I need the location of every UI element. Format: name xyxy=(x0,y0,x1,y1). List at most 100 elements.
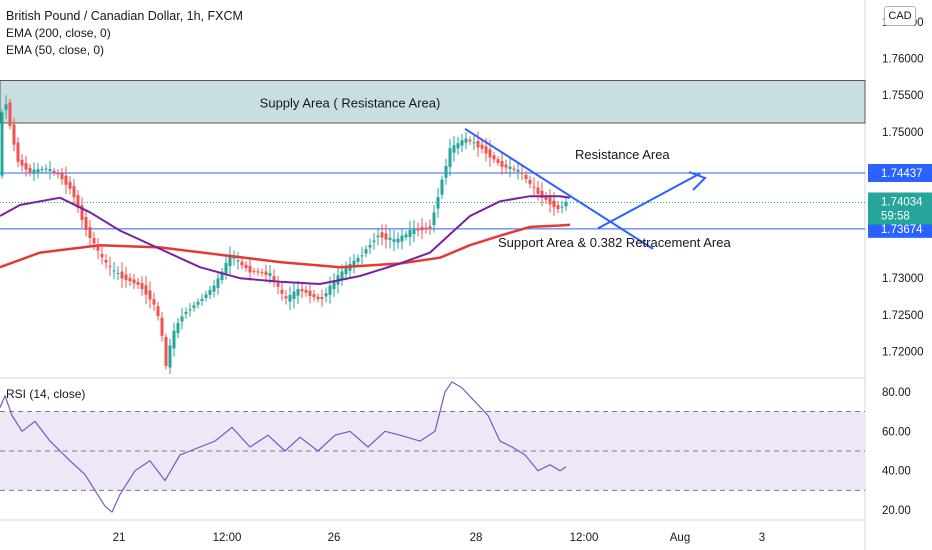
level-badge-0 xyxy=(868,163,932,182)
time-tick-label: 12:00 xyxy=(570,532,599,544)
candle-body xyxy=(56,173,60,175)
candle-body xyxy=(152,299,156,305)
candle-body xyxy=(564,202,568,207)
candle-body xyxy=(60,173,64,180)
candle-body xyxy=(276,283,280,287)
candle-body xyxy=(268,273,272,276)
price-tick-label: 1.76000 xyxy=(882,54,924,66)
time-tick-label: 26 xyxy=(328,532,341,544)
candle-body xyxy=(0,112,4,176)
candle-body xyxy=(88,227,92,238)
rsi-title: RSI (14, close) xyxy=(6,387,85,401)
ema200-label[interactable]: EMA (200, close, 0) xyxy=(6,26,111,40)
resistance-area-label: Resistance Area xyxy=(575,147,670,162)
candle-body xyxy=(352,260,356,267)
candle-body xyxy=(40,169,44,171)
candle-body xyxy=(324,293,328,297)
candle-body xyxy=(328,285,332,295)
candle-body xyxy=(516,169,520,172)
candle-body xyxy=(280,289,284,294)
currency-button[interactable]: CAD xyxy=(884,6,916,26)
candle-body xyxy=(112,270,116,272)
candle-body xyxy=(252,270,256,272)
supply-area-label: Supply Area ( Resistance Area) xyxy=(260,95,441,110)
candle-body xyxy=(552,200,556,208)
candle-body xyxy=(124,274,128,281)
price-tick-label: 1.72000 xyxy=(882,346,924,358)
level-badge-label-0: 1.74437 xyxy=(881,168,923,180)
candle-body xyxy=(92,238,96,244)
candle-body xyxy=(500,160,504,167)
candle-body xyxy=(232,257,236,259)
current-price-label: 1.74034 xyxy=(881,196,923,208)
candle-body xyxy=(372,240,376,243)
rsi-tick-label: 60.00 xyxy=(882,426,911,438)
candle-body xyxy=(436,197,440,209)
candle-body xyxy=(296,289,300,296)
candle-body xyxy=(256,271,260,273)
candle-body xyxy=(68,181,72,189)
candle-body xyxy=(312,294,316,298)
candle-body xyxy=(356,257,360,262)
candle-body xyxy=(420,227,424,231)
candle-body xyxy=(16,142,20,162)
time-tick-label: 3 xyxy=(759,532,765,544)
candle-body xyxy=(144,285,148,295)
candle-body xyxy=(20,159,24,166)
countdown-label: 59:58 xyxy=(881,210,910,222)
candle-body xyxy=(24,163,28,170)
candle-body xyxy=(104,259,108,263)
candle-body xyxy=(164,336,168,366)
time-tick-label: 28 xyxy=(470,532,483,544)
candle-body xyxy=(272,276,276,281)
current-price-badge xyxy=(868,192,932,225)
candle-body xyxy=(12,124,16,145)
ema50-label[interactable]: EMA (50, close, 0) xyxy=(6,43,105,57)
candle-body xyxy=(544,195,548,200)
price-tick-label: 1.72500 xyxy=(882,310,924,322)
candle-body xyxy=(488,149,492,158)
candle-body xyxy=(320,297,324,300)
candle-body xyxy=(4,104,8,110)
symbol-title[interactable]: British Pound / Canadian Dollar, 1h, FXC… xyxy=(6,9,243,23)
candle-body xyxy=(456,143,460,149)
candle-body xyxy=(116,273,120,275)
candle-body xyxy=(240,261,244,266)
candle-body xyxy=(448,148,452,168)
candle-body xyxy=(36,169,40,173)
candle-body xyxy=(492,155,496,160)
candle-body xyxy=(80,205,84,220)
candle-body xyxy=(444,165,448,178)
candle-body xyxy=(196,301,200,305)
candle-body xyxy=(560,206,564,208)
candle-body xyxy=(416,228,420,231)
candle-body xyxy=(344,268,348,275)
candle-body xyxy=(508,166,512,169)
candle-body xyxy=(440,179,444,195)
candle-body xyxy=(184,312,188,315)
candle-body xyxy=(292,291,296,300)
candle-body xyxy=(404,234,408,238)
candle-body xyxy=(216,278,220,289)
candle-body xyxy=(476,140,480,148)
time-tick-label: 12:00 xyxy=(213,532,242,544)
candle-body xyxy=(52,170,56,173)
rsi-line xyxy=(0,381,567,513)
price-tick-label: 1.75500 xyxy=(882,90,924,102)
candle-body xyxy=(364,249,368,254)
candle-body xyxy=(212,285,216,292)
candle-body xyxy=(220,271,224,280)
candle-body xyxy=(384,233,388,240)
candle-body xyxy=(284,296,288,299)
candle-body xyxy=(460,140,464,146)
candle-body xyxy=(200,298,204,301)
candle-body xyxy=(260,272,264,274)
candle-body xyxy=(120,271,124,279)
candle-body xyxy=(340,271,344,279)
candle-body xyxy=(512,168,516,170)
candle-body xyxy=(48,169,52,172)
candle-body xyxy=(32,169,36,174)
candle-body xyxy=(160,317,164,336)
candle-body xyxy=(288,294,292,302)
